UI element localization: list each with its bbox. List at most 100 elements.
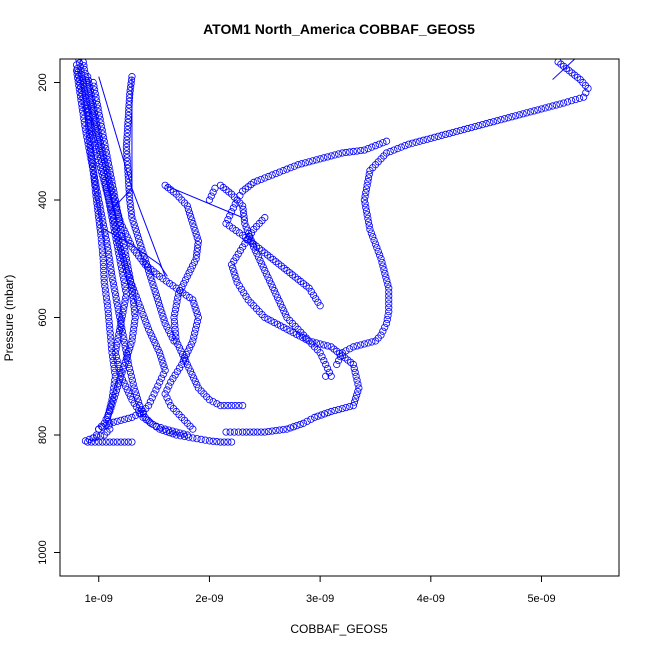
- data-point: [91, 113, 99, 121]
- data-point: [362, 189, 370, 197]
- data-point: [305, 337, 313, 345]
- data-point: [126, 273, 134, 281]
- data-point: [185, 433, 193, 441]
- data-point: [97, 206, 105, 214]
- data-point: [157, 424, 165, 432]
- data-point: [497, 116, 505, 124]
- data-point: [150, 390, 158, 398]
- data-point: [268, 171, 276, 179]
- data-point: [129, 217, 137, 225]
- data-point: [349, 402, 357, 410]
- data-point: [118, 324, 126, 332]
- data-point: [127, 280, 135, 289]
- data-point: [378, 258, 386, 267]
- data-point: [146, 329, 154, 337]
- data-point: [93, 97, 101, 105]
- data-point: [349, 360, 357, 369]
- data-point: [78, 90, 86, 98]
- x-tick-label: 1e-09: [85, 593, 113, 605]
- data-point: [327, 372, 335, 380]
- data-point: [90, 173, 99, 181]
- data-point: [412, 138, 420, 146]
- data-point: [209, 437, 217, 445]
- data-point: [161, 390, 169, 398]
- data-point: [193, 317, 202, 326]
- data-point: [364, 214, 372, 222]
- data-point: [117, 438, 125, 446]
- data-point: [128, 288, 136, 296]
- data-point: [127, 340, 135, 349]
- data-point: [216, 438, 225, 446]
- data-point: [360, 146, 369, 154]
- data-point: [161, 319, 169, 327]
- data-point: [77, 83, 85, 91]
- data-point: [384, 311, 392, 320]
- data-point: [380, 266, 388, 274]
- data-point: [307, 288, 315, 296]
- data-point: [105, 313, 113, 322]
- data-point: [354, 387, 362, 396]
- data-point: [124, 414, 132, 422]
- data-point: [207, 192, 215, 200]
- data-point: [146, 398, 154, 406]
- data-point: [97, 142, 105, 150]
- data-point: [331, 151, 339, 159]
- data-point: [445, 129, 453, 138]
- data-point: [73, 64, 81, 73]
- data-point: [84, 73, 92, 81]
- data-point: [147, 419, 155, 427]
- data-point: [95, 108, 103, 116]
- data-point: [582, 89, 590, 97]
- data-point: [354, 380, 362, 388]
- data-point: [185, 209, 194, 217]
- data-point: [182, 357, 190, 365]
- data-point: [376, 251, 384, 259]
- data-point: [124, 122, 132, 130]
- data-point: [232, 275, 240, 283]
- data-point: [258, 260, 266, 268]
- data-point: [100, 278, 108, 286]
- data-point: [205, 396, 214, 404]
- data-point: [360, 196, 369, 204]
- data-point: [501, 115, 509, 123]
- data-point: [430, 133, 439, 141]
- data-point: [379, 262, 387, 270]
- data-point: [141, 256, 149, 264]
- data-point: [172, 333, 180, 341]
- data-point: [91, 438, 99, 446]
- data-point: [312, 339, 321, 347]
- data-point: [157, 374, 166, 382]
- data-point: [91, 177, 99, 185]
- data-point: [158, 309, 166, 317]
- data-point: [130, 306, 139, 314]
- data-point: [280, 307, 288, 315]
- data-point: [385, 296, 393, 304]
- data-point: [93, 188, 101, 196]
- data-point: [190, 223, 198, 231]
- data-point: [189, 425, 197, 433]
- data-point: [312, 295, 320, 303]
- data-point: [405, 140, 413, 148]
- data-point: [366, 225, 374, 233]
- data-point: [224, 402, 232, 410]
- data-point: [222, 428, 230, 436]
- data-point: [478, 121, 487, 129]
- data-point: [130, 384, 138, 392]
- data-point: [275, 297, 283, 305]
- data-point: [279, 167, 287, 175]
- data-point: [122, 286, 130, 294]
- data-point: [172, 302, 180, 310]
- data-point: [123, 233, 131, 241]
- data-point: [98, 423, 107, 431]
- data-point: [109, 388, 117, 396]
- data-point: [408, 139, 416, 147]
- data-point: [253, 428, 261, 436]
- data-point: [82, 105, 90, 113]
- data-point: [123, 150, 131, 158]
- data-point: [104, 306, 112, 314]
- data-point: [323, 364, 332, 373]
- data-point: [154, 382, 162, 390]
- data-point: [150, 284, 158, 292]
- data-point: [171, 329, 180, 337]
- data-point: [205, 437, 214, 445]
